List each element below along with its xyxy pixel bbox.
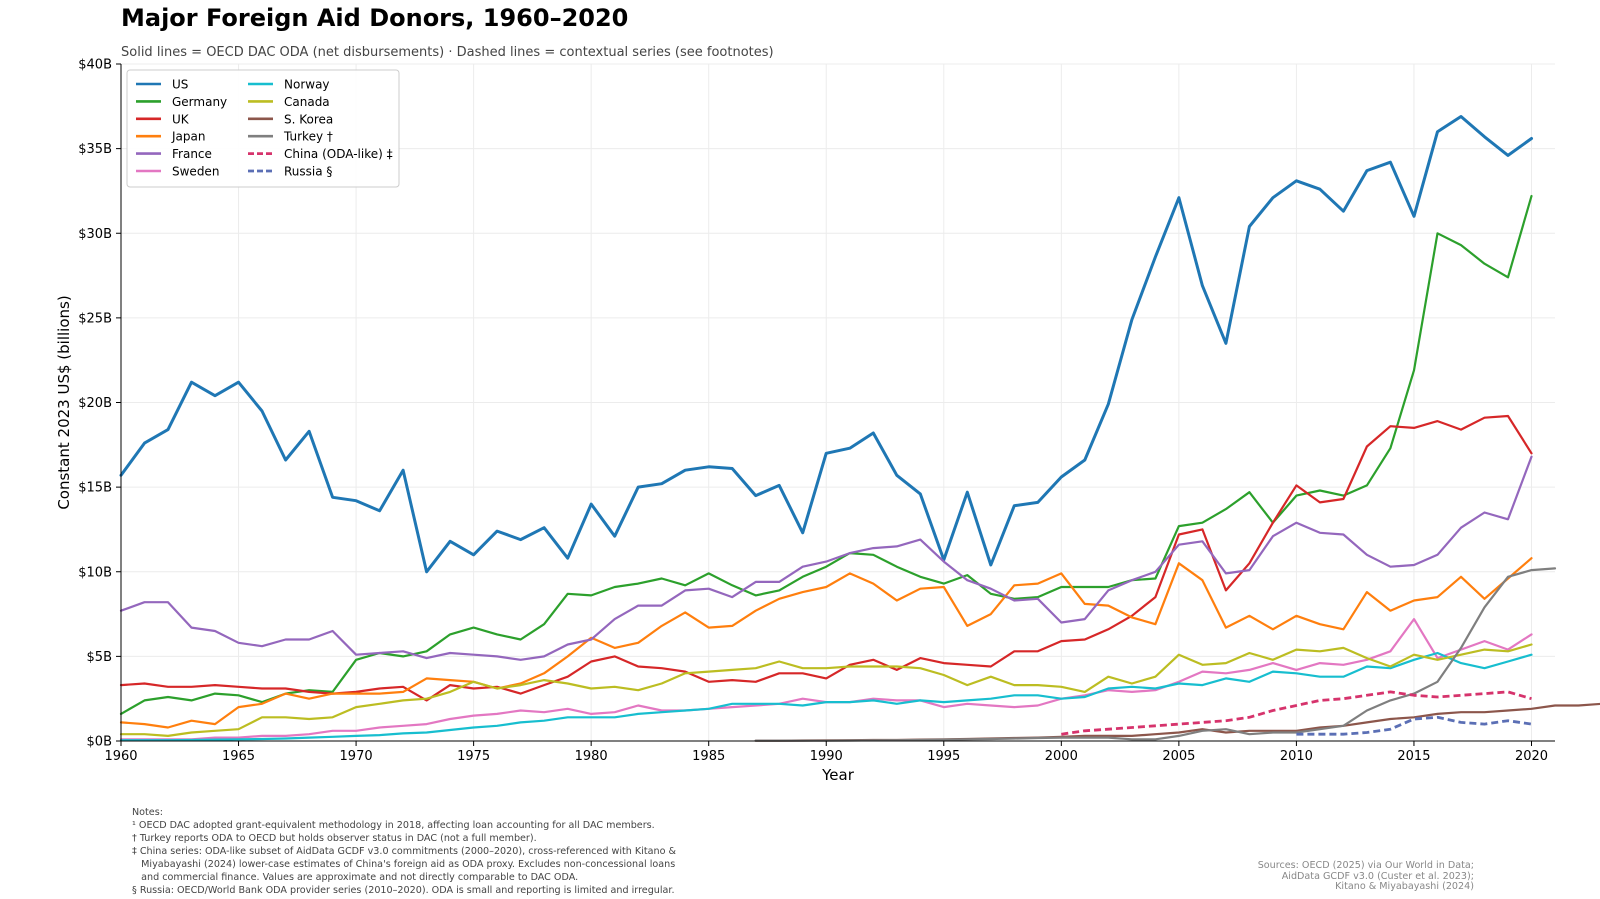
chart-subtitle: Solid lines = OECD DAC ODA (net disburse… (121, 45, 774, 60)
legend-label: Russia § (284, 165, 332, 179)
y-tick-label: $20B (78, 396, 112, 411)
chart-title: Major Foreign Aid Donors, 1960–2020 (121, 4, 629, 32)
y-tick-label: $10B (78, 565, 112, 580)
series-line-turkey (754, 567, 1557, 742)
y-tick-label: $30B (78, 227, 112, 242)
y-tick-label: $25B (78, 311, 112, 326)
y-tick-label: $15B (78, 481, 112, 496)
series-lines (119, 115, 1600, 742)
footnote-line: ‡ China series: ODA-like subset of AidDa… (132, 846, 676, 857)
x-tick-label: 2010 (1280, 749, 1313, 764)
source-line: AidData GCDF v3.0 (Custer et al. 2023); (1281, 870, 1474, 882)
legend-label: France (172, 147, 212, 161)
footnote-line: Miyabayashi (2024) lower-case estimates … (132, 859, 676, 870)
y-tick-label: $0B (87, 735, 112, 750)
x-axis-label: Year (821, 766, 855, 784)
legend-label: Germany (172, 95, 227, 109)
footnote-line: § Russia: OECD/World Bank ODA provider s… (132, 885, 675, 896)
x-tick-label: 1990 (810, 749, 843, 764)
series-line-france (119, 455, 1533, 661)
x-tick-label: 2020 (1515, 749, 1548, 764)
footnote-line: Notes: (132, 807, 163, 818)
series-line-russia (1296, 715, 1532, 736)
footnote-line: ¹ OECD DAC adopted grant-equivalent meth… (132, 820, 655, 831)
legend: US Germany UK Japan France Sweden Norway Canada… (126, 69, 400, 188)
series-line-germany (119, 194, 1533, 716)
series-line-china-oda-like (1061, 690, 1532, 736)
series-line-japan (119, 557, 1533, 729)
series-line-uk (119, 414, 1533, 702)
x-tick-label: 1970 (340, 749, 373, 764)
series-line-canada (119, 643, 1533, 738)
y-tick-label: $5B (87, 650, 112, 665)
sources-note: Sources: OECD (2025) via Our World in Da… (1257, 860, 1474, 893)
x-tick-label: 2015 (1397, 749, 1430, 764)
x-tick-label: 1995 (927, 749, 960, 764)
x-tick-label: 1985 (692, 749, 725, 764)
x-tick-label: 2000 (1045, 749, 1078, 764)
y-tick-label: $40B (78, 58, 112, 73)
footnotes: Notes: ¹ OECD DAC adopted grant-equivale… (132, 806, 676, 897)
x-tick-label: 1980 (575, 749, 608, 764)
legend-label: S. Korea (284, 112, 333, 126)
legend-label: Turkey † (283, 130, 333, 144)
y-tick-label: $35B (78, 142, 112, 157)
x-tick-label: 1960 (104, 749, 137, 764)
series-line-us (119, 115, 1533, 574)
legend-box (126, 69, 400, 188)
series-line-s-korea (754, 702, 1600, 742)
legend-label: Japan (171, 130, 205, 144)
x-tick-label: 2005 (1162, 749, 1195, 764)
series-line-norway (119, 651, 1533, 742)
x-tick-label: 1965 (222, 749, 255, 764)
y-axis-label: Constant 2023 US$ (billions) (55, 295, 73, 509)
legend-label: Norway (284, 78, 330, 92)
x-tick-label: 1975 (457, 749, 490, 764)
legend-label: Canada (284, 95, 330, 109)
source-line: Kitano & Miyabayashi (2024) (1335, 881, 1474, 892)
axes: $0B $5B $10B $15B $20B $25B $30B $35B $40B 1960 19… (55, 58, 1555, 784)
footnote-line: † Turkey reports ODA to OECD but holds o… (132, 833, 537, 844)
footnote-line: and commercial finance. Values are appro… (132, 872, 579, 883)
legend-label: UK (172, 112, 190, 126)
legend-label: China (ODA-like) ‡ (284, 147, 393, 161)
source-line: Sources: OECD (2025) via Our World in Da… (1257, 860, 1474, 871)
legend-label: Sweden (172, 165, 219, 179)
legend-label: US (172, 78, 188, 92)
